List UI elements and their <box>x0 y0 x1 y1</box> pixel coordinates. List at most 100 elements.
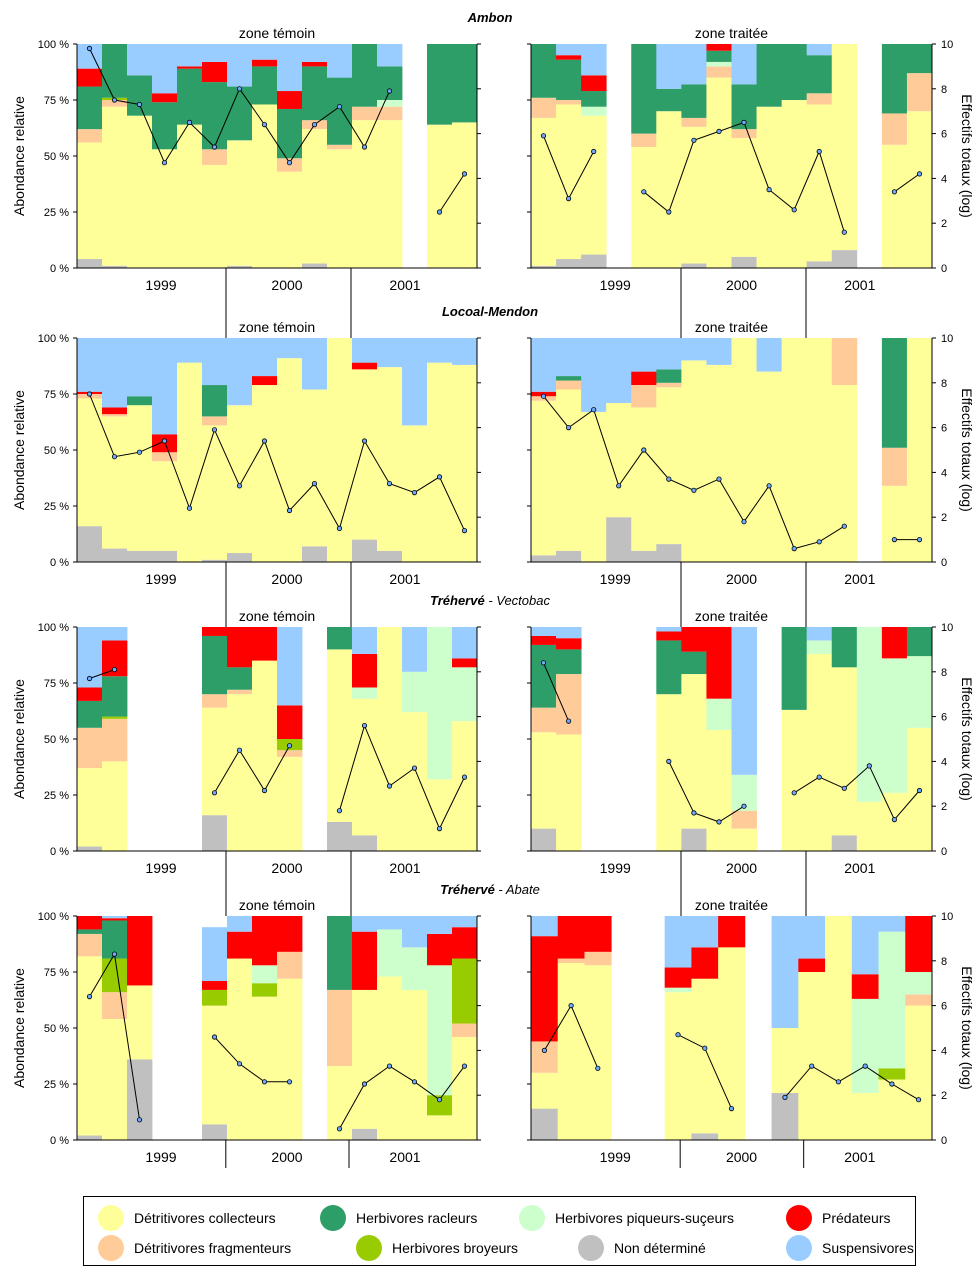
total-abundance-point <box>211 144 218 150</box>
bar-segment-df <box>631 385 657 408</box>
bar-segment-hb <box>452 958 478 1024</box>
bar-segment-hb <box>878 1068 906 1080</box>
bar-segment-hr <box>102 676 128 717</box>
total-abundance-point <box>436 209 443 215</box>
site-group: Ambon 0 % 25 % 50 % 75 % 100 % 1999 2000 2001 zon… <box>11 10 975 293</box>
bar-segment-p <box>252 376 278 386</box>
bar-segment-dc <box>878 1079 906 1140</box>
total-abundance-point <box>741 519 747 525</box>
y-right-tick-label: 2 <box>941 1090 947 1102</box>
bar-segment-nd <box>352 1128 378 1140</box>
year-label: 2001 <box>844 1149 875 1165</box>
legend-swatch-df <box>98 1235 124 1261</box>
y-right-tick-label: 4 <box>941 756 947 768</box>
bar-segment-hps <box>906 656 933 728</box>
bar-segment-hr <box>531 644 557 708</box>
total-abundance-point <box>236 86 243 92</box>
bar-segment-p <box>905 916 933 972</box>
bar-segment-dc <box>227 958 253 1140</box>
total-abundance-line <box>793 765 920 821</box>
y-right-tick-label: 4 <box>941 1045 947 1057</box>
y-left-tick-label: 0 % <box>50 846 69 858</box>
y-left-tick-label: 50 % <box>44 1023 69 1035</box>
total-abundance-line <box>214 1036 290 1083</box>
bar-segment-dc <box>227 140 253 266</box>
bar-segment-hr <box>681 84 707 118</box>
bar-segment-nd <box>102 548 128 562</box>
bar-segment-s <box>581 44 607 76</box>
bar-segment-dc <box>452 1036 478 1140</box>
bar-segment-p <box>177 66 203 69</box>
bar-segment-hps <box>427 965 453 1096</box>
y-left-tick-label: 0 % <box>50 1135 69 1147</box>
bar-segment-hr <box>556 376 582 381</box>
legend-label: Herbivores piqueurs-suçeurs <box>555 1210 734 1226</box>
total-abundance-point <box>591 407 597 413</box>
total-abundance-point <box>691 137 697 143</box>
bar-segment-s <box>102 916 128 919</box>
bar-segment-dc <box>327 338 353 562</box>
bar-segment-hr <box>781 627 808 710</box>
site-group: Tréhervé - Abate 0 % 25 % 50 % 75 % 100 % 1999… <box>11 882 975 1168</box>
bar-segment-hr <box>277 108 303 159</box>
bar-segment-p <box>277 916 303 952</box>
total-abundance-point <box>891 536 898 543</box>
panel-zone-temoin: 0 % 25 % 50 % 75 % 100 % 1999 2000 2001 zone tém… <box>38 608 481 876</box>
bar-segment-nd <box>556 550 582 562</box>
total-abundance-point <box>809 1063 815 1069</box>
bar-segment-p <box>581 75 607 92</box>
bar-segment-hr <box>656 640 682 695</box>
bar-segment-dc <box>781 338 808 562</box>
y-left-tick-label: 50 % <box>44 445 69 457</box>
bar-segment-s <box>631 338 657 372</box>
bar-segment-dc <box>202 425 228 560</box>
total-abundance-point <box>461 527 468 534</box>
bar-segment-df <box>277 750 303 757</box>
total-abundance-point <box>691 810 697 816</box>
total-abundance-point <box>136 101 143 108</box>
bar-segment-hr <box>152 102 178 150</box>
bar-segment-p <box>556 55 582 60</box>
bar-segment-hps <box>706 61 732 67</box>
y-left-tick-label: 25 % <box>44 501 69 513</box>
bar-segment-dc <box>681 674 707 829</box>
bar-segment-hr <box>656 88 682 112</box>
site-group: Tréhervé - Vectobac 0 % 25 % 50 % 75 % 100 % 1… <box>11 593 975 876</box>
bar-segment-s <box>77 338 103 392</box>
panel-zone-traitee: 0 2 4 6 8 10 1999 2000 2001 zone traitée <box>527 25 953 293</box>
bar-segment-hb <box>252 983 278 997</box>
bar-segment-df <box>227 689 253 695</box>
y-right-tick-label: 4 <box>941 467 947 479</box>
bar-segment-p <box>656 631 682 641</box>
bar-segment-dc <box>905 1005 933 1140</box>
total-abundance-point <box>436 825 443 832</box>
bar-segment-hr <box>227 86 253 141</box>
bar-segment-p <box>352 653 378 688</box>
bar-segment-dc <box>102 1019 128 1140</box>
bar-segment-nd <box>77 526 103 562</box>
y-left-tick-label: 50 % <box>44 734 69 746</box>
bar-segment-p <box>851 974 879 999</box>
y-right-tick-label: 4 <box>941 173 947 185</box>
y-right-tick-label: 10 <box>941 333 953 345</box>
bar-segment-hr <box>252 66 278 105</box>
legend-swatch-s <box>786 1235 812 1261</box>
bar-segment-hr <box>352 44 378 107</box>
panel-zone-traitee: 0 2 4 6 8 10 1999 2000 2001 zone traitée <box>527 897 953 1168</box>
bar-segment-dc <box>706 730 732 851</box>
total-abundance-point <box>741 803 747 809</box>
y-left-axis-title: Abondance relative <box>11 968 27 1088</box>
bar-segment-df <box>556 380 582 390</box>
total-abundance-point <box>236 747 243 753</box>
bar-segment-nd <box>831 835 858 851</box>
bar-segment-dc <box>681 126 707 264</box>
total-abundance-point <box>915 1097 922 1103</box>
bar-segment-dc <box>557 963 585 1140</box>
bar-segment-dc <box>656 111 682 268</box>
bar-segment-dc <box>531 1072 559 1109</box>
total-abundance-point <box>411 489 418 496</box>
bar-segment-dc <box>806 653 833 851</box>
bar-segment-s <box>402 627 428 672</box>
bar-segment-df <box>152 452 178 462</box>
